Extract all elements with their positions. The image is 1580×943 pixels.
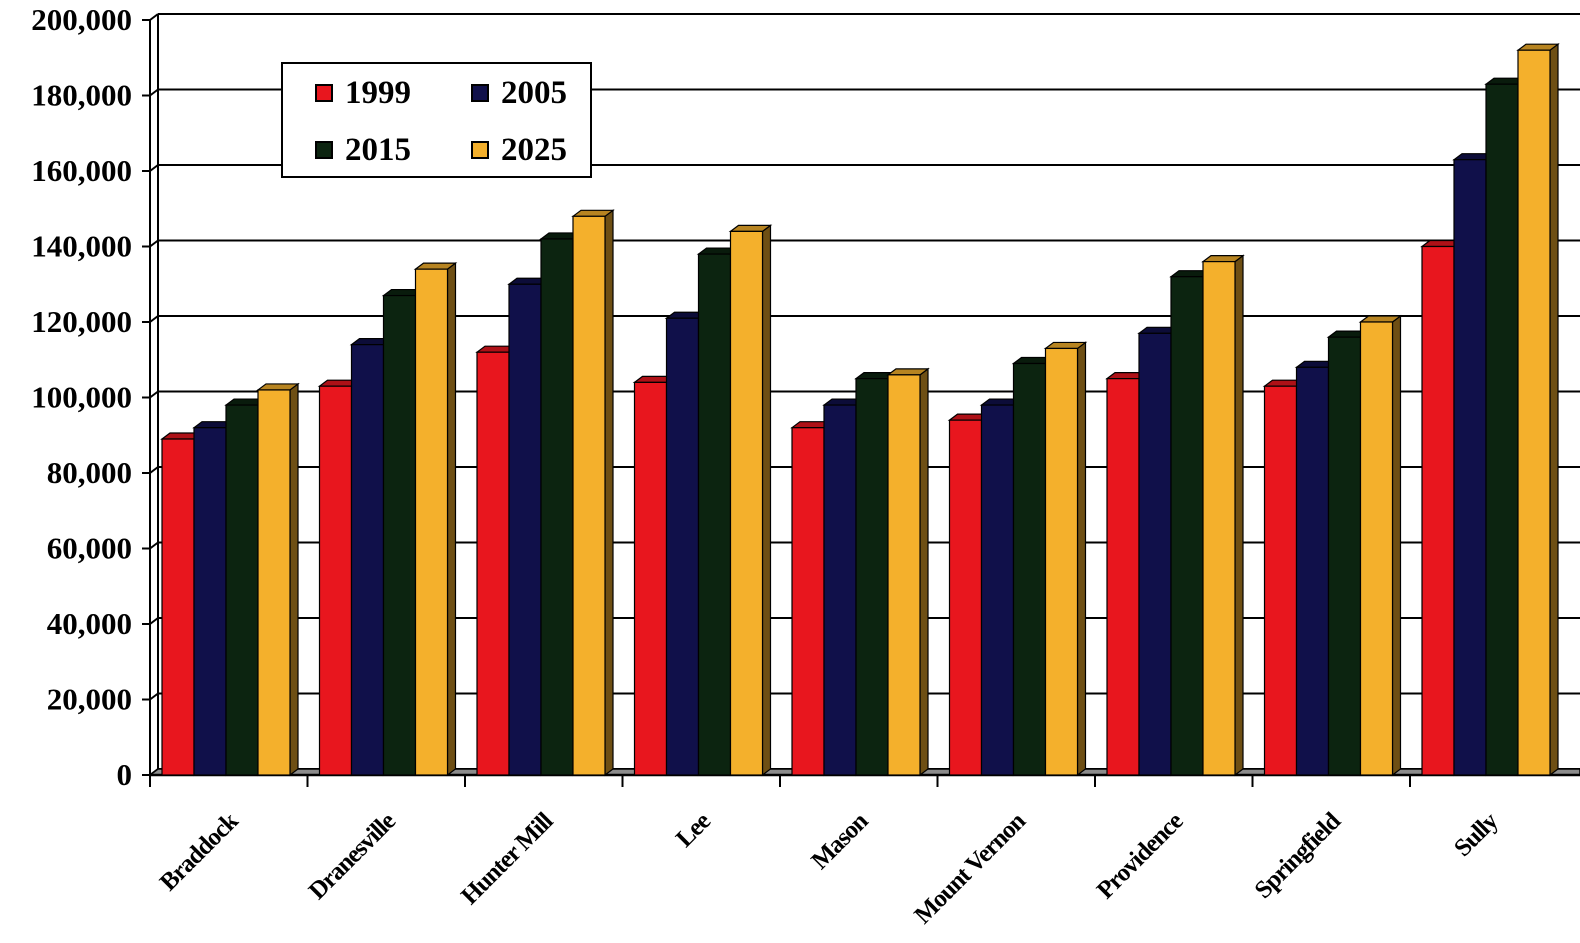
- legend-label-1999: 1999: [345, 75, 411, 111]
- legend-label-2025: 2025: [501, 132, 567, 168]
- y-tick-label: 100,000: [31, 380, 132, 415]
- legend-swatch-1999: [315, 84, 333, 102]
- y-tick-label: 20,000: [47, 682, 132, 717]
- bar-lee-2025: [728, 224, 773, 777]
- legend-swatch-2025: [471, 141, 489, 159]
- bar-hunter-mill-2005: [507, 277, 551, 777]
- category-label-providence: Providence: [1092, 808, 1189, 905]
- bar-springfield-2025: [1358, 314, 1403, 777]
- category-label-hunter-mill: Hunter Mill: [456, 807, 559, 910]
- bar-mason-2025: [886, 367, 930, 777]
- legend-item-2015: 2015: [315, 133, 411, 167]
- bar-mount-vernon-2025: [1043, 341, 1088, 777]
- legend-item-2005: 2005: [471, 76, 567, 110]
- legend-swatch-2015: [315, 141, 333, 159]
- category-label-lee: Lee: [671, 808, 716, 853]
- y-tick-label: 160,000: [31, 153, 132, 188]
- category-label-springfield: Springfield: [1250, 807, 1347, 904]
- category-label-sully: Sully: [1449, 807, 1504, 862]
- gridline-depth: [149, 315, 159, 323]
- gridline-depth: [149, 466, 159, 474]
- legend-label-2005: 2005: [501, 75, 567, 111]
- y-tick-label: 200,000: [31, 2, 132, 37]
- y-tick-label: 60,000: [47, 531, 132, 566]
- gridline-depth: [149, 239, 159, 248]
- gridline-depth: [149, 541, 159, 550]
- y-tick-label: 40,000: [47, 606, 132, 641]
- gridline-depth: [149, 88, 159, 97]
- y-tick-label: 0: [117, 757, 133, 792]
- category-labels: Braddock Dranesville Hunter Mill Lee Mason Mo…: [155, 807, 1504, 929]
- legend-item-1999: 1999: [315, 76, 411, 110]
- gridline-depth: [149, 692, 159, 701]
- y-tick-label: 180,000: [31, 78, 132, 113]
- legend-item-2025: 2025: [471, 133, 567, 167]
- bar-providence-2025: [1201, 254, 1245, 777]
- category-label-mason: Mason: [806, 807, 873, 874]
- gridline-depth: [149, 617, 159, 625]
- gridline-depth: [149, 164, 159, 172]
- legend: 1999 2005 2015 2025: [281, 62, 592, 178]
- y-tick-labels: 0 20,000 40,000 60,000 80,000 100,000 120,000 1…: [31, 2, 132, 792]
- y-tick-label: 140,000: [31, 229, 132, 264]
- legend-swatch-2005: [471, 84, 489, 102]
- category-label-mount-vernon: Mount Vernon: [909, 807, 1031, 929]
- category-label-dranesville: Dranesville: [304, 808, 401, 905]
- y-tick-label: 80,000: [47, 455, 132, 490]
- y-tick-label: 120,000: [31, 304, 132, 339]
- bar-hunter-mill-2025: [571, 209, 615, 777]
- gridline-depth: [149, 390, 159, 399]
- legend-label-2015: 2015: [345, 132, 411, 168]
- bar-dranesville-2025: [413, 261, 458, 777]
- bars: [160, 43, 1560, 777]
- gridline-depth: [149, 13, 159, 21]
- category-label-braddock: Braddock: [155, 807, 244, 896]
- bar-sully-2025: [1516, 43, 1560, 777]
- bar-braddock-2025: [256, 382, 300, 777]
